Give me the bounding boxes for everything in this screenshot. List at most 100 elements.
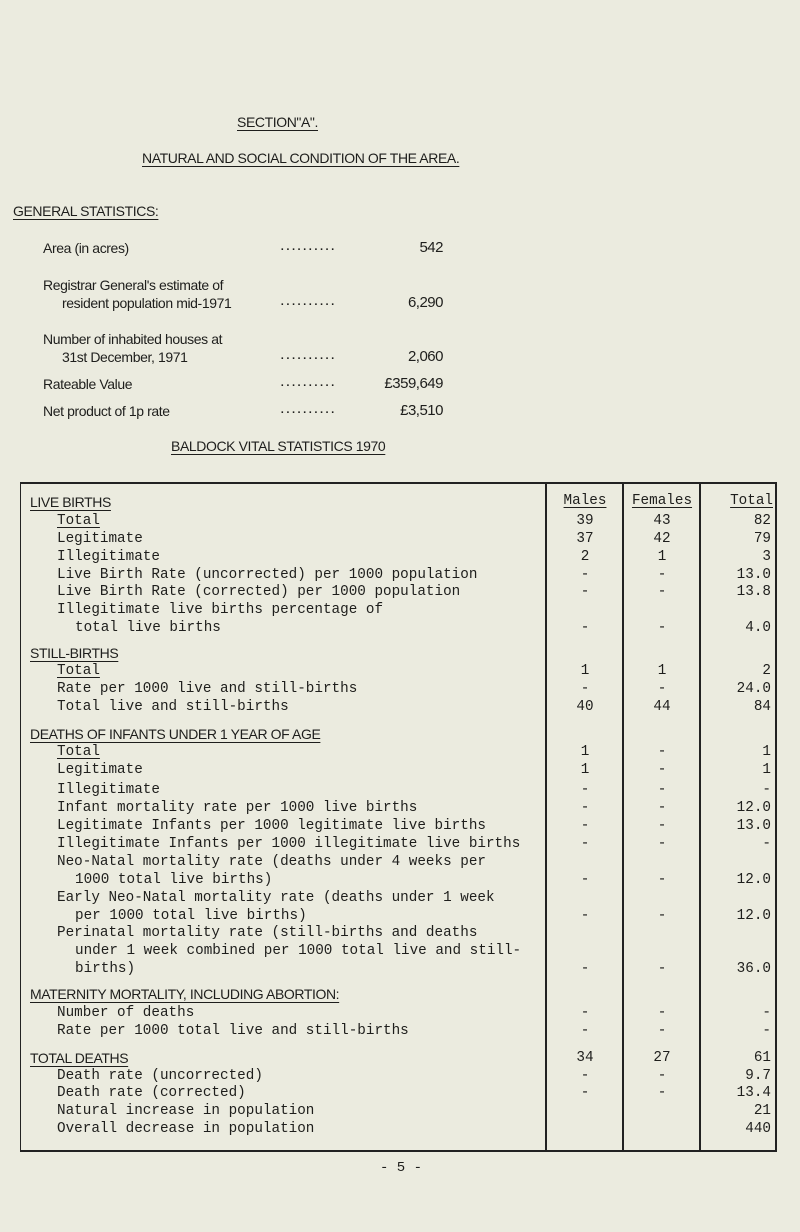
table-row: Total 39 43 82 — [21, 512, 775, 530]
row-label: Early Neo-Natal mortality rate (deaths u… — [57, 890, 495, 906]
females-value: - — [657, 800, 667, 816]
total-value: 13.4 — [736, 1085, 771, 1101]
males-value: - — [580, 836, 590, 852]
general-stat-label: Number of inhabited houses at — [43, 331, 223, 347]
males-value: 1 — [580, 744, 590, 760]
table-row: Natural increase in population 21 — [21, 1102, 775, 1120]
males-value: 34 — [576, 1050, 594, 1066]
leader-dots: .......... — [279, 378, 336, 390]
table-row: Neo-Natal mortality rate (deaths under 4… — [21, 853, 775, 888]
total-value: 12.0 — [736, 800, 771, 816]
males-value: - — [580, 584, 590, 600]
row-label: Legitimate Infants per 1000 legitimate l… — [57, 818, 486, 834]
females-value: 43 — [653, 513, 671, 529]
females-value: - — [657, 1085, 667, 1101]
total-value: 24.0 — [736, 681, 771, 697]
section-heading: DEATHS OF INFANTS UNDER 1 YEAR OF AGE — [30, 726, 321, 742]
section-title: SECTION"A". — [237, 114, 318, 130]
column-header-total: Total — [730, 493, 773, 509]
females-value: 44 — [653, 699, 671, 715]
general-stat-value: 542 — [419, 239, 443, 256]
section-heading: STILL-BIRTHS — [30, 645, 119, 661]
females-value: - — [657, 681, 667, 697]
row-label: Live Birth Rate (corrected) per 1000 pop… — [57, 584, 461, 600]
table-row: Overall decrease in population 440 — [21, 1120, 775, 1138]
column-header-males: Males — [563, 493, 607, 509]
row-label: total live births — [75, 620, 221, 636]
leader-dots: .......... — [279, 405, 336, 417]
row-label: Legitimate — [57, 531, 143, 547]
table-row: Legitimate 1 - 1 — [21, 761, 775, 779]
general-statistics-heading: GENERAL STATISTICS: — [13, 203, 159, 219]
males-value: 37 — [576, 531, 594, 547]
general-stat-value: £359,649 — [384, 375, 443, 392]
row-label: Death rate (uncorrected) — [57, 1068, 263, 1084]
table-row: Legitimate Infants per 1000 legitimate l… — [21, 817, 775, 835]
females-value: - — [657, 620, 667, 636]
page-subtitle: NATURAL AND SOCIAL CONDITION OF THE AREA… — [142, 150, 460, 166]
total-value: - — [762, 1023, 771, 1039]
table-row: Rate per 1000 live and still-births - - 24.… — [21, 680, 775, 698]
page-number: - 5 - — [380, 1160, 423, 1176]
table-row: Number of deaths - - - — [21, 1004, 775, 1022]
general-stat-value: 2,060 — [407, 348, 444, 365]
table-section-heading-row: STILL-BIRTHS — [21, 644, 775, 662]
males-value: - — [580, 1068, 590, 1084]
table-row: Legitimate 37 42 79 — [21, 530, 775, 548]
table-row: Total 1 - 1 — [21, 743, 775, 761]
total-value: 12.0 — [736, 908, 771, 924]
leader-dots: .......... — [279, 242, 336, 254]
males-value: - — [580, 1005, 590, 1021]
row-label: Death rate (corrected) — [57, 1085, 246, 1101]
leader-dots: .......... — [279, 297, 336, 309]
females-value: - — [657, 567, 667, 583]
males-value: - — [580, 1023, 590, 1039]
females-value: - — [657, 818, 667, 834]
row-label: Total — [57, 513, 100, 529]
row-label: Live Birth Rate (uncorrected) per 1000 p… — [57, 567, 478, 583]
males-value: - — [580, 800, 590, 816]
males-value: - — [580, 818, 590, 834]
row-label: Neo-Natal mortality rate (deaths under 4… — [57, 854, 486, 870]
table-row: Illegitimate live births percentage of to… — [21, 601, 775, 636]
males-value: 40 — [576, 699, 594, 715]
females-value: - — [657, 744, 667, 760]
table-row: Illegitimate - - - — [21, 781, 775, 799]
row-label: Overall decrease in population — [57, 1121, 315, 1137]
section-heading: MATERNITY MORTALITY, INCLUDING ABORTION: — [30, 986, 340, 1002]
general-stat-value: £3,510 — [400, 402, 443, 419]
row-label: Natural increase in population — [57, 1103, 315, 1119]
table-section-heading-row: LIVE BIRTHS — [21, 493, 775, 511]
females-value: - — [657, 872, 667, 888]
row-label: Illegitimate — [57, 549, 160, 565]
total-value: 12.0 — [736, 872, 771, 888]
column-divider — [699, 484, 701, 1150]
males-value: - — [580, 872, 590, 888]
general-stat-label: Area (in acres) — [43, 240, 129, 256]
vital-statistics-table: Males Females Total LIVE BIRTHS Total 39 43… — [20, 482, 777, 1152]
males-value: - — [580, 961, 590, 977]
total-value: 61 — [753, 1050, 771, 1066]
females-value: - — [657, 782, 667, 798]
total-value: 1 — [762, 762, 771, 778]
total-value: 440 — [745, 1121, 771, 1137]
table-section-heading-row: MATERNITY MORTALITY, INCLUDING ABORTION: — [21, 985, 775, 1003]
row-label: 1000 total live births) — [75, 872, 273, 888]
total-value: 13.8 — [736, 584, 771, 600]
column-header-females: Females — [631, 493, 693, 509]
table-section-heading-row: TOTAL DEATHS 34 27 61 — [21, 1049, 775, 1067]
males-value: - — [580, 782, 590, 798]
total-value: - — [762, 782, 771, 798]
males-value: 39 — [576, 513, 594, 529]
females-value: - — [657, 1005, 667, 1021]
total-value: - — [762, 1005, 771, 1021]
row-label: Perinatal mortality rate (still-births a… — [57, 925, 478, 941]
table-row: Rate per 1000 total live and still-birth… — [21, 1022, 775, 1040]
total-value: 36.0 — [736, 961, 771, 977]
table-row: Total 1 1 2 — [21, 662, 775, 680]
females-value: - — [657, 762, 667, 778]
females-value: - — [657, 584, 667, 600]
general-stat-label: 31st December, 1971 — [62, 349, 188, 365]
table-row: Early Neo-Natal mortality rate (deaths u… — [21, 889, 775, 924]
row-label: per 1000 total live births) — [75, 908, 307, 924]
